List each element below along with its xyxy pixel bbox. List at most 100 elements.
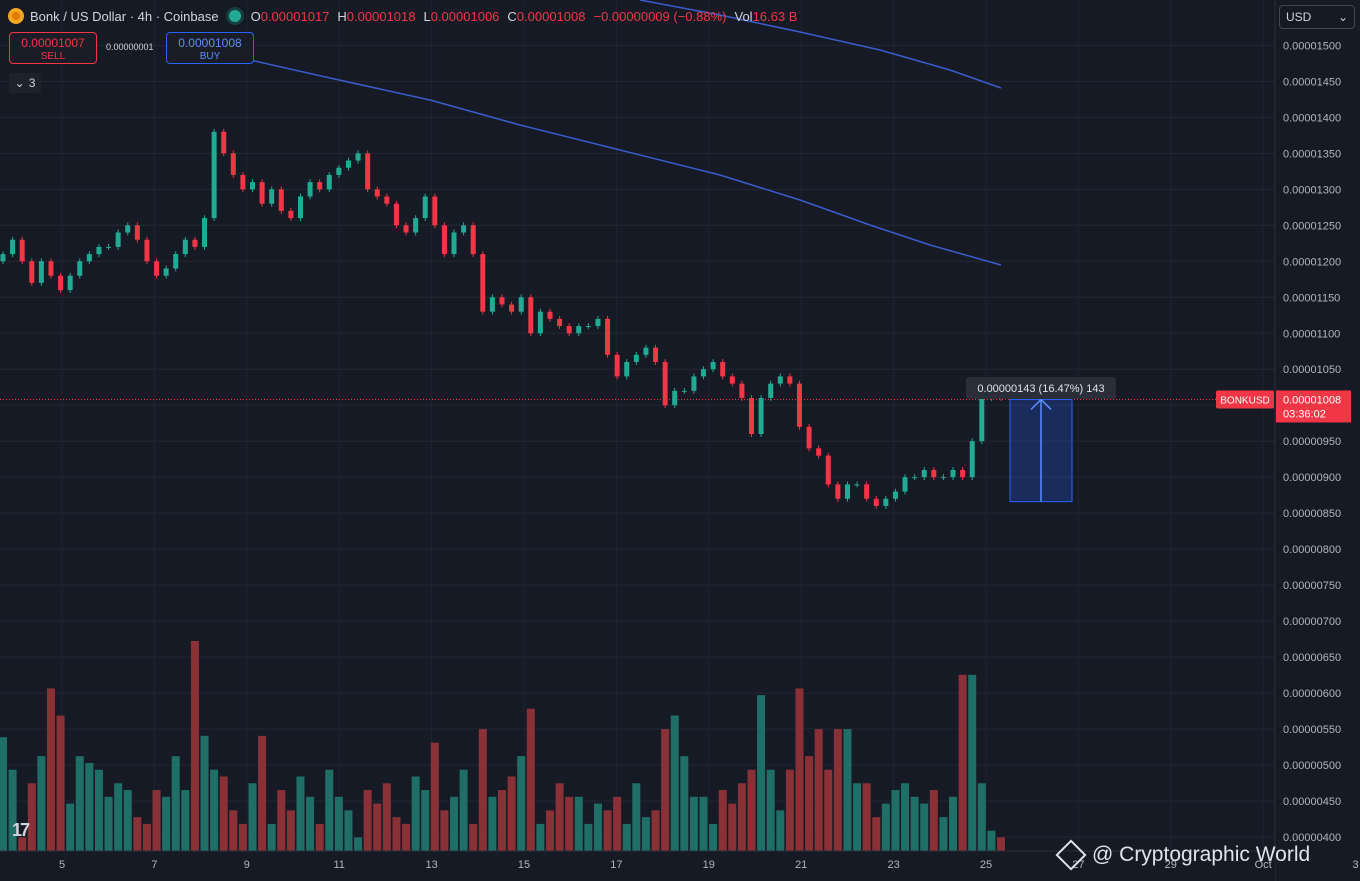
- candle-body: [768, 383, 774, 399]
- sell-button[interactable]: 0.00001007 SELL: [9, 32, 97, 64]
- candle-body: [441, 225, 447, 255]
- candle-body: [297, 196, 303, 219]
- price-tag-bg: [1276, 390, 1351, 423]
- spread-value: 0.00000001: [106, 42, 154, 52]
- volume-bar: [478, 729, 487, 851]
- volume-bar: [248, 783, 257, 851]
- chart-legend: Bonk / US Dollar · 4h · Coinbase O 0.0000…: [8, 6, 805, 26]
- candle-body: [96, 246, 102, 255]
- price-tick-label: 0.00001150: [1283, 292, 1340, 304]
- volume-bar: [37, 756, 46, 851]
- volume-bar: [814, 729, 823, 851]
- volume-bar: [210, 769, 219, 851]
- candle-body: [854, 484, 860, 486]
- volume-bar: [536, 823, 545, 851]
- candle-body: [509, 304, 515, 312]
- candle-body: [259, 182, 265, 204]
- volume-bar: [728, 803, 737, 851]
- volume-value: 16.63 B: [752, 8, 798, 24]
- candle-body: [345, 160, 351, 168]
- candle-body: [202, 218, 208, 247]
- volume-bar: [450, 796, 459, 851]
- candle-body: [633, 354, 639, 363]
- volume-bar: [334, 796, 343, 851]
- candle-body: [681, 390, 687, 392]
- volume-bar: [680, 756, 689, 851]
- volume-bar: [306, 796, 315, 851]
- price-tick-label: 0.00000750: [1283, 580, 1341, 592]
- time-tick-label: 5: [59, 859, 65, 871]
- price-tick-label: 0.00000850: [1283, 508, 1341, 520]
- candle-body: [537, 311, 543, 334]
- measure-tool: 0.00000143 (16.47%) 143: [966, 377, 1116, 503]
- volume-bar: [929, 790, 938, 851]
- candle-body: [10, 239, 16, 255]
- volume-bar: [219, 776, 228, 851]
- price-tag-value: 0.00001008: [1283, 394, 1341, 406]
- indicators-toggle-button[interactable]: ⌄ 3: [9, 73, 41, 93]
- volume-bar: [75, 756, 84, 851]
- volume-bar: [920, 803, 929, 851]
- chevron-down-icon: ⌄: [14, 76, 25, 90]
- sell-label: SELL: [40, 51, 66, 62]
- candle-body: [326, 174, 332, 190]
- candle-body: [902, 477, 908, 492]
- tradingview-logo[interactable]: 17: [12, 820, 30, 840]
- volume-bar: [968, 674, 977, 851]
- currency-value: USD: [1286, 10, 1312, 24]
- volume-bar: [977, 783, 986, 851]
- volume-bar: [747, 769, 756, 851]
- price-axis-bg: [1275, 0, 1360, 881]
- sell-price: 0.00001007: [21, 36, 85, 50]
- candle-body: [499, 297, 505, 305]
- candle-body: [384, 196, 390, 204]
- candle-body: [892, 491, 898, 499]
- volume-bar: [939, 817, 948, 851]
- time-axis-bg: [0, 851, 1275, 881]
- low-label: L: [423, 8, 431, 24]
- candle-body: [58, 275, 64, 291]
- buy-button[interactable]: 0.00001008 BUY: [166, 32, 254, 64]
- volume-bar: [94, 769, 103, 851]
- candle-body: [931, 469, 937, 478]
- price-tick-label: 0.00000600: [1283, 688, 1341, 700]
- symbol-tag: BONKUSD: [1220, 395, 1269, 406]
- volume-bar: [555, 783, 564, 851]
- price-tick-label: 0.00000700: [1283, 616, 1341, 628]
- volume-bar: [363, 790, 372, 851]
- price-tick-label: 0.00001250: [1283, 220, 1341, 232]
- time-tick-label: Oct: [1255, 859, 1272, 871]
- measure-arrow-head: [1030, 398, 1052, 410]
- price-axis: 0.00000400 0.00000450 0.00000500 0.00000550…: [1216, 0, 1360, 881]
- volume-bar: [958, 674, 967, 851]
- candle-body: [672, 390, 678, 406]
- price-tick-label: 0.00000950: [1283, 436, 1341, 448]
- price-tick-label: 0.00000500: [1283, 760, 1341, 772]
- volume-bar: [286, 810, 295, 851]
- volume-bar: [507, 776, 516, 851]
- watermark-text: @ Cryptographic World: [1092, 843, 1311, 866]
- candle-body: [614, 354, 620, 377]
- symbol-tag-bg: [1216, 390, 1274, 409]
- volume-bar: [699, 796, 708, 851]
- candle-body: [38, 261, 44, 283]
- volume-bar: [0, 737, 7, 851]
- time-tick-label: 17: [610, 859, 622, 871]
- candle-body: [480, 254, 486, 312]
- volume-bar: [997, 837, 1005, 851]
- candle-body: [921, 469, 927, 478]
- currency-select[interactable]: USD ⌄: [1279, 5, 1355, 29]
- candle-body: [451, 232, 457, 255]
- candle-body: [758, 398, 764, 434]
- symbol-title[interactable]: Bonk / US Dollar · 4h · Coinbase: [30, 8, 219, 24]
- time-tick-label: 23: [887, 859, 899, 871]
- time-tick-label: 25: [980, 859, 992, 871]
- candle-body: [173, 254, 179, 269]
- candle-body: [288, 210, 294, 219]
- candle-body: [816, 448, 822, 456]
- time-tick-label: 21: [795, 859, 807, 871]
- candle-body: [806, 426, 812, 449]
- volume-bar: [593, 803, 602, 851]
- price-tick-label: 0.00001500: [1283, 40, 1341, 52]
